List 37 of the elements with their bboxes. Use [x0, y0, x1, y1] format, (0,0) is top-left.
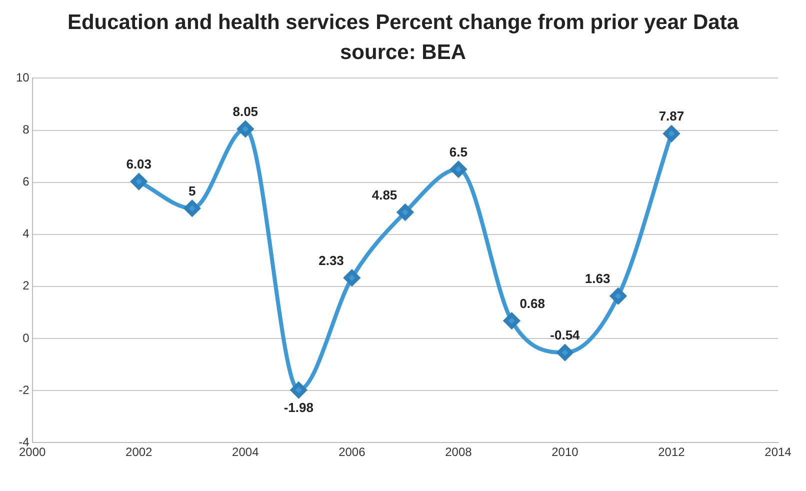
y-tick-label: -2 — [18, 382, 30, 397]
point — [504, 312, 520, 329]
data-label: 6.03 — [126, 156, 152, 172]
point — [344, 270, 360, 286]
y-tick-label: 0 — [22, 330, 30, 345]
point — [130, 174, 147, 190]
data-label: 5 — [188, 183, 196, 198]
x-tick-label: 2004 — [232, 445, 260, 460]
data-label: 0.68 — [520, 296, 546, 311]
point — [556, 344, 573, 361]
x-tick-label: 2008 — [445, 445, 472, 460]
y-tick-label: 8 — [22, 122, 30, 137]
x-tick-label: 2006 — [338, 445, 366, 460]
data-label: 7.87 — [658, 108, 684, 124]
point — [184, 200, 200, 216]
y-tick-label: 4 — [22, 226, 30, 241]
point — [450, 161, 466, 178]
x-tick-label: 2014 — [764, 445, 792, 460]
x-tick-label: 2012 — [658, 445, 686, 460]
point — [663, 126, 680, 142]
data-label: 4.85 — [372, 187, 398, 202]
point — [397, 204, 414, 220]
data-label: -0.54 — [550, 328, 581, 343]
point — [610, 288, 626, 304]
data-label: 2.33 — [318, 252, 344, 268]
data-label: 8.05 — [232, 104, 258, 120]
x-tick-label: 2002 — [126, 445, 153, 460]
point — [237, 120, 254, 137]
data-label: -1.98 — [284, 400, 314, 416]
y-tick-label: 6 — [22, 174, 30, 189]
x-tick-label: 2010 — [552, 445, 579, 460]
y-tick-label: 2 — [22, 278, 30, 293]
y-tick-label: 10 — [16, 70, 30, 85]
data-label: 6.5 — [449, 144, 468, 160]
chart-title: Education and health services Percent change from prior year Data source: BEA — [66, 10, 740, 66]
data-label: 1.63 — [584, 271, 610, 286]
point — [290, 382, 307, 398]
